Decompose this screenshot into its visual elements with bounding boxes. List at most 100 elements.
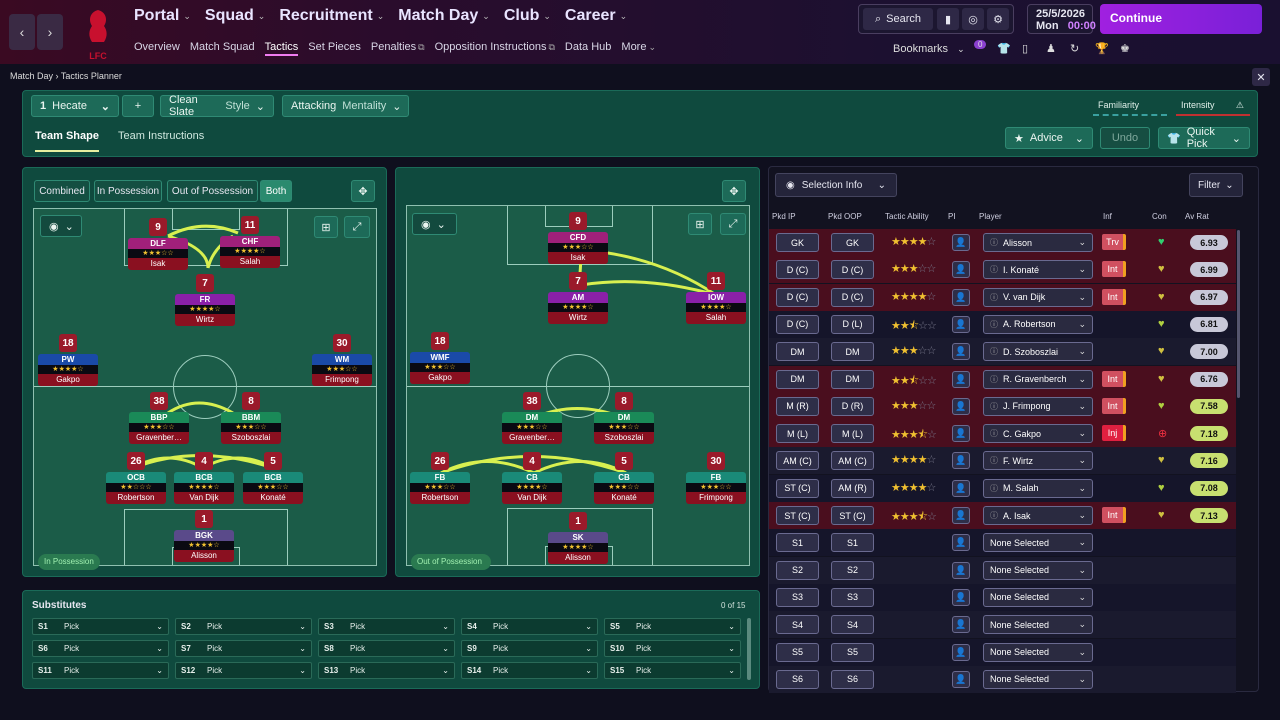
picked-ip-position[interactable]: DM: [776, 342, 819, 362]
picked-oop-position[interactable]: S5: [831, 642, 874, 662]
sub-slot-s13[interactable]: S13 Pick ⌄: [318, 662, 455, 679]
quick-pick-button[interactable]: 👕 Quick Pick ⌄: [1158, 126, 1250, 150]
player-instructions-button[interactable]: 👤: [952, 370, 970, 388]
picked-ip-position[interactable]: M (L): [776, 424, 819, 444]
player-instructions-button[interactable]: 👤: [952, 561, 970, 579]
player-instructions-button[interactable]: 👤: [952, 234, 970, 251]
phase-toggle-out-of-possession[interactable]: Out of Possession: [167, 180, 258, 202]
nav-item-match-day[interactable]: Match Day ⌄: [398, 7, 490, 25]
player-instructions-button[interactable]: 👤: [952, 479, 970, 497]
sub-slot-s9[interactable]: S9 Pick ⌄: [461, 640, 598, 657]
sub-slot-s6[interactable]: S6 Pick ⌄: [32, 640, 169, 657]
picked-oop-position[interactable]: S4: [831, 615, 874, 635]
picked-oop-position[interactable]: S2: [831, 560, 874, 580]
grid-button[interactable]: ⊞: [314, 216, 338, 238]
picked-oop-position[interactable]: DM: [831, 369, 874, 389]
column-header[interactable]: Pkd OOP: [828, 212, 862, 221]
column-header[interactable]: Tactic Ability: [885, 212, 929, 221]
subnav-item-overview[interactable]: Overview: [134, 41, 180, 56]
filter-button[interactable]: Filter ⌄: [1189, 173, 1243, 197]
nav-item-club[interactable]: Club ⌄: [504, 7, 551, 25]
player-instructions-button[interactable]: 👤: [952, 288, 970, 306]
player-instructions-button[interactable]: 👤: [952, 397, 970, 415]
column-header[interactable]: PI: [948, 212, 956, 221]
column-header[interactable]: Inf: [1103, 212, 1112, 221]
advice-button[interactable]: ★ Advice ⌄: [1005, 127, 1093, 149]
player-instructions-button[interactable]: 👤: [952, 534, 970, 552]
continue-button[interactable]: Continue: [1100, 4, 1262, 34]
player-instructions-button[interactable]: 👤: [952, 261, 970, 279]
expand-button[interactable]: ⤢: [344, 216, 370, 238]
column-header[interactable]: Con: [1152, 212, 1167, 221]
selection-scrollbar[interactable]: [1237, 230, 1240, 398]
search-button[interactable]: ⌕ Search: [863, 8, 933, 30]
bookmarks-dropdown[interactable]: Bookmarks ⌄: [893, 43, 965, 55]
clipboard-icon[interactable]: ▯: [1022, 43, 1029, 55]
undo-button[interactable]: Undo: [1100, 127, 1150, 149]
people-icon[interactable]: ♟: [1046, 43, 1056, 55]
picked-ip-position[interactable]: DM: [776, 369, 819, 389]
subnav-item-set-pieces[interactable]: Set Pieces: [308, 41, 361, 56]
picked-oop-position[interactable]: D (C): [831, 287, 874, 307]
player-instructions-button[interactable]: 👤: [952, 343, 970, 361]
picked-oop-position[interactable]: D (L): [831, 314, 874, 334]
settings-button[interactable]: ⚙: [987, 8, 1009, 30]
picked-ip-position[interactable]: S6: [776, 669, 819, 689]
picked-ip-position[interactable]: S1: [776, 533, 819, 553]
picked-oop-position[interactable]: S6: [831, 669, 874, 689]
sub-slot-s3[interactable]: S3 Pick ⌄: [318, 618, 455, 635]
phase-toggle-in-possession[interactable]: In Possession: [94, 180, 162, 202]
picked-ip-position[interactable]: S2: [776, 560, 819, 580]
picked-oop-position[interactable]: DM: [831, 342, 874, 362]
player-select-dropdown[interactable]: ⓘ D. Szoboszlai ⌄: [983, 342, 1093, 362]
subnav-item-match-squad[interactable]: Match Squad: [190, 41, 255, 56]
column-header[interactable]: Av Rat: [1185, 212, 1209, 221]
subnav-item-more[interactable]: More ⌄: [621, 41, 656, 56]
player-instructions-button[interactable]: 👤: [952, 643, 970, 661]
picked-ip-position[interactable]: GK: [776, 233, 819, 252]
picked-ip-position[interactable]: D (C): [776, 314, 819, 334]
phase-toggle-both[interactable]: Both: [260, 180, 292, 202]
player-select-dropdown[interactable]: ⓘ I. Konaté ⌄: [983, 260, 1093, 280]
style-dropdown[interactable]: Clean Slate Style ⌄: [160, 94, 274, 118]
picked-oop-position[interactable]: AM (R): [831, 478, 874, 498]
phase-toggle-combined[interactable]: Combined: [34, 180, 90, 202]
picked-oop-position[interactable]: ST (C): [831, 506, 874, 525]
sub-slot-s5[interactable]: S5 Pick ⌄: [604, 618, 741, 635]
player-select-dropdown[interactable]: ⓘ F. Wirtz ⌄: [983, 451, 1093, 471]
forward-button[interactable]: ›: [37, 14, 63, 50]
intensity-meter[interactable]: Intensity ⚠: [1176, 96, 1250, 116]
player-select-dropdown[interactable]: ⓘ A. Robertson ⌄: [983, 314, 1093, 334]
pitch-settings-button[interactable]: ✥: [351, 180, 375, 202]
selection-info-dropdown[interactable]: ◉ Selection Info ⌄: [775, 173, 897, 197]
nav-item-squad[interactable]: Squad ⌄: [205, 7, 265, 25]
sub-slot-s4[interactable]: S4 Pick ⌄: [461, 618, 598, 635]
oop-grid-button[interactable]: ⊞: [688, 213, 712, 235]
player-select-dropdown[interactable]: None Selected ⌄: [983, 587, 1093, 607]
subnav-item-tactics[interactable]: Tactics: [264, 41, 299, 56]
player-select-dropdown[interactable]: ⓘ C. Gakpo ⌄: [983, 424, 1093, 444]
picked-oop-position[interactable]: D (R): [831, 396, 874, 416]
player-instructions-button[interactable]: 👤: [952, 670, 970, 688]
back-button[interactable]: ‹: [9, 14, 35, 50]
player-select-dropdown[interactable]: None Selected ⌄: [983, 669, 1093, 689]
player-select-dropdown[interactable]: ⓘ J. Frimpong ⌄: [983, 396, 1093, 416]
player-instructions-button[interactable]: 👤: [952, 452, 970, 470]
picked-oop-position[interactable]: D (C): [831, 260, 874, 280]
picked-ip-position[interactable]: ST (C): [776, 506, 819, 525]
sub-slot-s10[interactable]: S10 Pick ⌄: [604, 640, 741, 657]
player-select-dropdown[interactable]: None Selected ⌄: [983, 533, 1093, 553]
picked-ip-position[interactable]: ST (C): [776, 478, 819, 498]
close-button[interactable]: ✕: [1252, 68, 1270, 86]
picked-ip-position[interactable]: S4: [776, 615, 819, 635]
picked-ip-position[interactable]: M (R): [776, 396, 819, 416]
player-instructions-button[interactable]: 👤: [952, 315, 970, 333]
tab-team-instructions[interactable]: Team Instructions: [118, 130, 205, 142]
player-instructions-button[interactable]: 👤: [952, 507, 970, 524]
player-instructions-button[interactable]: 👤: [952, 588, 970, 606]
player-select-dropdown[interactable]: None Selected ⌄: [983, 615, 1093, 635]
picked-ip-position[interactable]: S3: [776, 587, 819, 607]
player-select-dropdown[interactable]: ⓘ M. Salah ⌄: [983, 478, 1093, 498]
player-select-dropdown[interactable]: ⓘ V. van Dijk ⌄: [983, 287, 1093, 307]
visibility-dropdown[interactable]: ◉ ⌄: [40, 215, 82, 237]
